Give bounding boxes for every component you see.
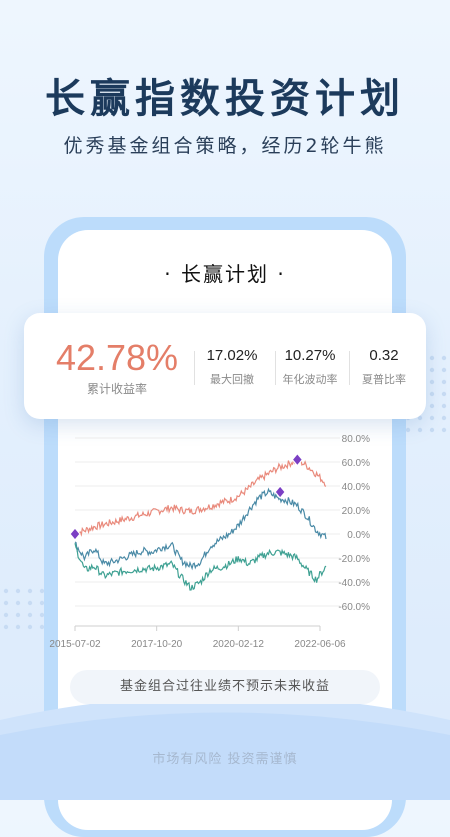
stats-divider [275, 351, 276, 385]
bottom-wave [0, 695, 450, 800]
x-tick-label: 2017-10-20 [131, 639, 183, 650]
series-line [74, 487, 327, 571]
cumulative-return-value: 42.78% [55, 337, 179, 378]
y-tick-label: 0.0% [347, 530, 370, 541]
plan-title: · 长赢计划 · [164, 262, 286, 286]
y-tick-label: 60.0% [342, 458, 370, 469]
risk-note: 市场有风险 投资需谨慎 [152, 752, 298, 767]
y-tick-label: 40.0% [342, 482, 370, 493]
stats-divider [194, 351, 195, 385]
y-tick-label: -40.0% [338, 578, 370, 589]
headline: 长赢指数投资计划 [45, 76, 405, 122]
x-tick-label: 2015-07-02 [49, 639, 101, 650]
series-line [74, 455, 327, 538]
max-drawdown-value: 17.02% [206, 347, 258, 364]
x-tick-label: 2022-06-06 [294, 639, 346, 650]
max-drawdown-label: 最大回撤 [210, 373, 254, 386]
chart-marker [291, 452, 304, 467]
x-tick-label: 2020-02-12 [213, 639, 265, 650]
stats-card: 42.78% 累计收益率 17.02% 最大回撤 10.27% 年化波动率 0.… [24, 313, 426, 419]
subheadline: 优秀基金组合策略，经历2轮牛熊 [63, 135, 387, 157]
decorative-dots-left [3, 588, 45, 630]
disclaimer-banner: 基金组合过往业绩不预示未来收益 [70, 670, 380, 704]
sharpe-label: 夏普比率 [362, 373, 406, 386]
chart-marker [69, 527, 81, 541]
y-tick-label: 80.0% [342, 434, 370, 445]
sharpe-value: 0.32 [369, 347, 399, 364]
chart-marker [274, 485, 286, 499]
cumulative-return-label: 累计收益率 [86, 382, 147, 396]
volatility-value: 10.27% [284, 347, 336, 364]
series-line [74, 543, 327, 591]
stats-divider [349, 351, 350, 385]
y-tick-label: -20.0% [338, 554, 370, 565]
y-tick-label: 20.0% [342, 506, 370, 517]
y-tick-label: -60.0% [338, 602, 370, 613]
volatility-label: 年化波动率 [282, 373, 338, 386]
performance-line-chart: 80.0% 60.0% 40.0% 20.0% 0.0% -20.0% -40.0% -60.… [49, 434, 370, 650]
